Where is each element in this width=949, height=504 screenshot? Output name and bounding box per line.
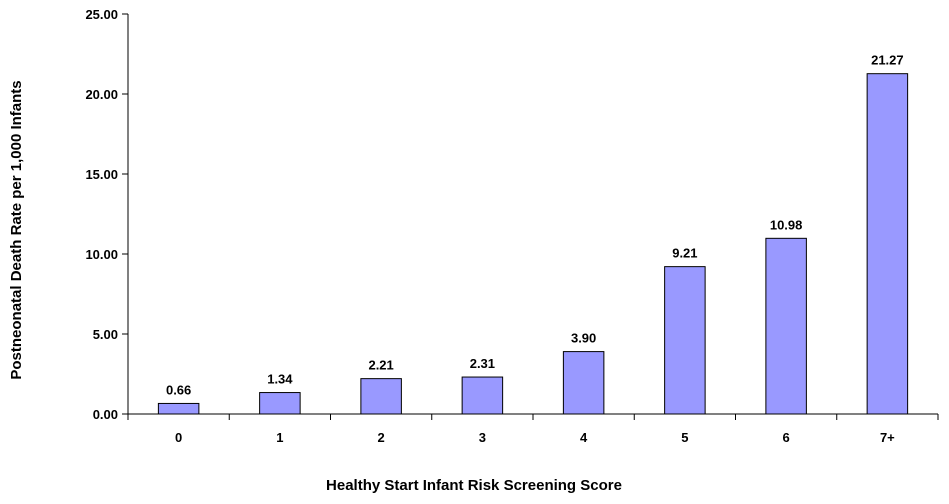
- data-label-6: 10.98: [770, 217, 803, 232]
- x-tick-label-2: 2: [378, 430, 385, 445]
- x-tick-label-5: 5: [681, 430, 688, 445]
- x-tick-label-7+: 7+: [880, 430, 895, 445]
- data-label-7+: 21.27: [871, 53, 904, 68]
- labels-layer: 0.66 0 1.34 1 2.21 2 2.31 3 3.90 4 9.21 5 10.98 6 21.2…: [85, 7, 903, 445]
- bar-7+: [866, 73, 909, 415]
- y-axis-title: Postneonatal Death Rate per 1,000 Infant…: [8, 80, 25, 379]
- x-tick-label-0: 0: [175, 430, 182, 445]
- bar-4: [562, 351, 605, 415]
- data-label-5: 9.21: [672, 246, 697, 261]
- y-tick-label: 20.00: [85, 87, 118, 102]
- y-tick-label: 0.00: [93, 407, 118, 422]
- bar-5: [664, 266, 706, 415]
- bars-layer: [157, 73, 909, 415]
- x-tick-label-1: 1: [276, 430, 283, 445]
- axes-layer: [122, 13, 939, 420]
- y-tick-label: 15.00: [85, 167, 118, 182]
- data-label-1: 1.34: [267, 372, 293, 387]
- bar-3: [461, 376, 504, 415]
- x-axis-title: Healthy Start Infant Risk Screening Scor…: [326, 477, 622, 494]
- bar-6: [765, 237, 807, 415]
- bar-2: [360, 378, 402, 415]
- bar-1: [259, 392, 301, 415]
- y-tick-label: 5.00: [93, 327, 118, 342]
- data-label-3: 2.31: [470, 356, 495, 371]
- data-label-4: 3.90: [571, 331, 596, 346]
- x-tick-label-4: 4: [580, 430, 588, 445]
- x-tick-label-3: 3: [479, 430, 486, 445]
- data-label-0: 0.66: [166, 382, 191, 397]
- x-tick-label-6: 6: [783, 430, 790, 445]
- y-tick-label: 10.00: [85, 247, 118, 262]
- data-label-2: 2.21: [368, 358, 393, 373]
- y-tick-label: 25.00: [85, 7, 118, 22]
- bar-0: [157, 402, 200, 415]
